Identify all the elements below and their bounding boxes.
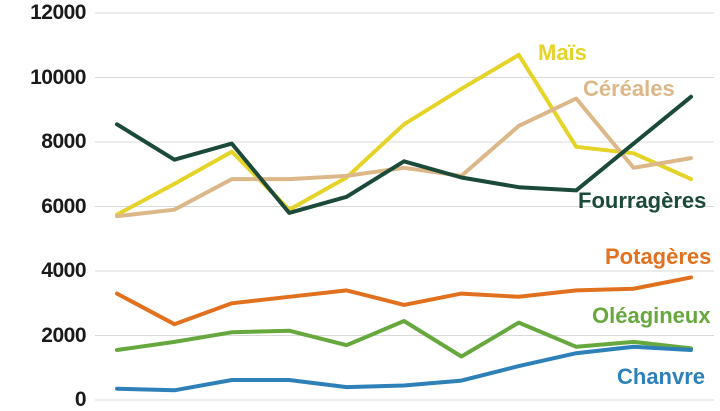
y-tick-label: 6000	[41, 195, 86, 218]
series-label-0: Maïs	[538, 40, 587, 65]
series-line-5	[115, 344, 693, 393]
series-label-5: Chanvre	[617, 364, 706, 389]
series-label-2: Fourragères	[578, 188, 707, 213]
series-line-0	[115, 52, 693, 217]
series-label-3: Potagères	[605, 244, 712, 269]
series-line-4	[115, 319, 693, 359]
y-tick-label: 8000	[41, 130, 86, 153]
y-tick-label: 12000	[30, 1, 86, 24]
series-label-4: Oléagineux	[592, 303, 711, 328]
y-tick-label: 0	[74, 388, 87, 411]
series-line-3	[115, 275, 693, 327]
series-label-1: Céréales	[583, 76, 675, 101]
y-tick-label: 4000	[41, 259, 86, 282]
y-tick-label: 2000	[41, 324, 86, 347]
series-line-1	[115, 96, 693, 219]
y-tick-label: 10000	[30, 66, 86, 89]
series-line-2	[115, 94, 693, 215]
